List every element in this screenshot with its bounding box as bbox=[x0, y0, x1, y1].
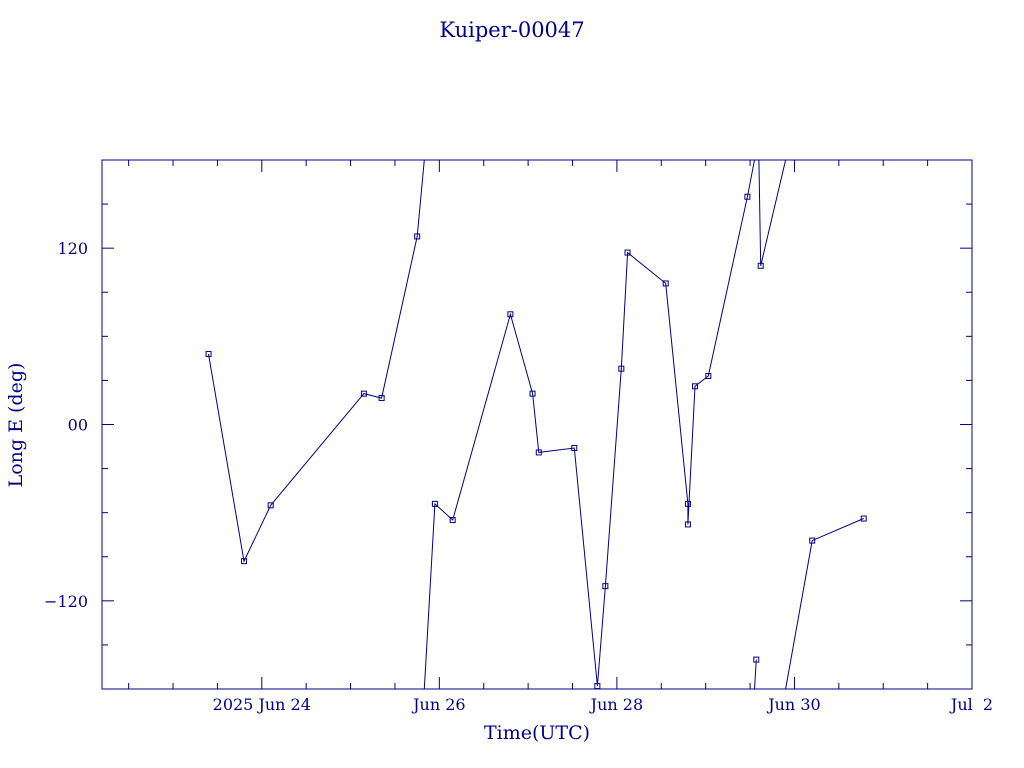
data-point bbox=[449, 517, 456, 524]
data-point bbox=[744, 193, 751, 200]
data-markers bbox=[205, 193, 867, 690]
data-point bbox=[809, 537, 816, 544]
axis-tick-labels: 2025 Jun 24 Jun 26 Jun 28 Jun 30 Jul 2 120 00 −… bbox=[44, 239, 993, 714]
y-tick-label: 00 bbox=[68, 416, 88, 435]
chart-title: Kuiper-00047 bbox=[439, 18, 584, 42]
data-point bbox=[705, 373, 712, 380]
data-point bbox=[414, 233, 421, 240]
data-point bbox=[662, 280, 669, 287]
y-tick-label: 120 bbox=[57, 239, 88, 258]
series-line bbox=[785, 518, 864, 690]
series-line bbox=[208, 159, 425, 563]
data-point bbox=[624, 249, 631, 256]
data-point bbox=[535, 449, 542, 456]
data-point bbox=[431, 500, 438, 507]
data-point bbox=[360, 390, 367, 397]
axis-ticks bbox=[102, 160, 973, 689]
series-line bbox=[754, 659, 757, 690]
data-point bbox=[594, 683, 601, 690]
data-point bbox=[602, 583, 609, 590]
x-tick-label: Jul 2 bbox=[949, 695, 993, 714]
data-point bbox=[378, 395, 385, 402]
data-point bbox=[507, 311, 514, 318]
data-point bbox=[205, 350, 212, 357]
data-point bbox=[684, 500, 691, 507]
x-tick-label: Jun 26 bbox=[411, 695, 465, 714]
data-point bbox=[241, 558, 248, 565]
data-point bbox=[753, 656, 760, 663]
x-tick-label: Jun 30 bbox=[766, 695, 820, 714]
x-tick-label: Jun 28 bbox=[589, 695, 643, 714]
data-point bbox=[684, 521, 691, 528]
series-line bbox=[758, 159, 787, 266]
data-point bbox=[529, 390, 536, 397]
data-point bbox=[860, 515, 867, 522]
series-lines bbox=[208, 159, 864, 690]
x-axis-title: Time(UTC) bbox=[484, 722, 590, 744]
y-tick-label: −120 bbox=[44, 592, 88, 611]
plot-area bbox=[205, 159, 867, 690]
data-point bbox=[618, 365, 625, 372]
data-point bbox=[267, 502, 274, 509]
series-line bbox=[423, 159, 755, 690]
data-point bbox=[757, 262, 764, 269]
plot-frame bbox=[101, 159, 973, 690]
y-axis-title: Long E (deg) bbox=[5, 363, 27, 488]
data-point bbox=[571, 445, 578, 452]
data-point bbox=[692, 383, 699, 390]
x-tick-label: 2025 Jun 24 bbox=[213, 695, 311, 714]
